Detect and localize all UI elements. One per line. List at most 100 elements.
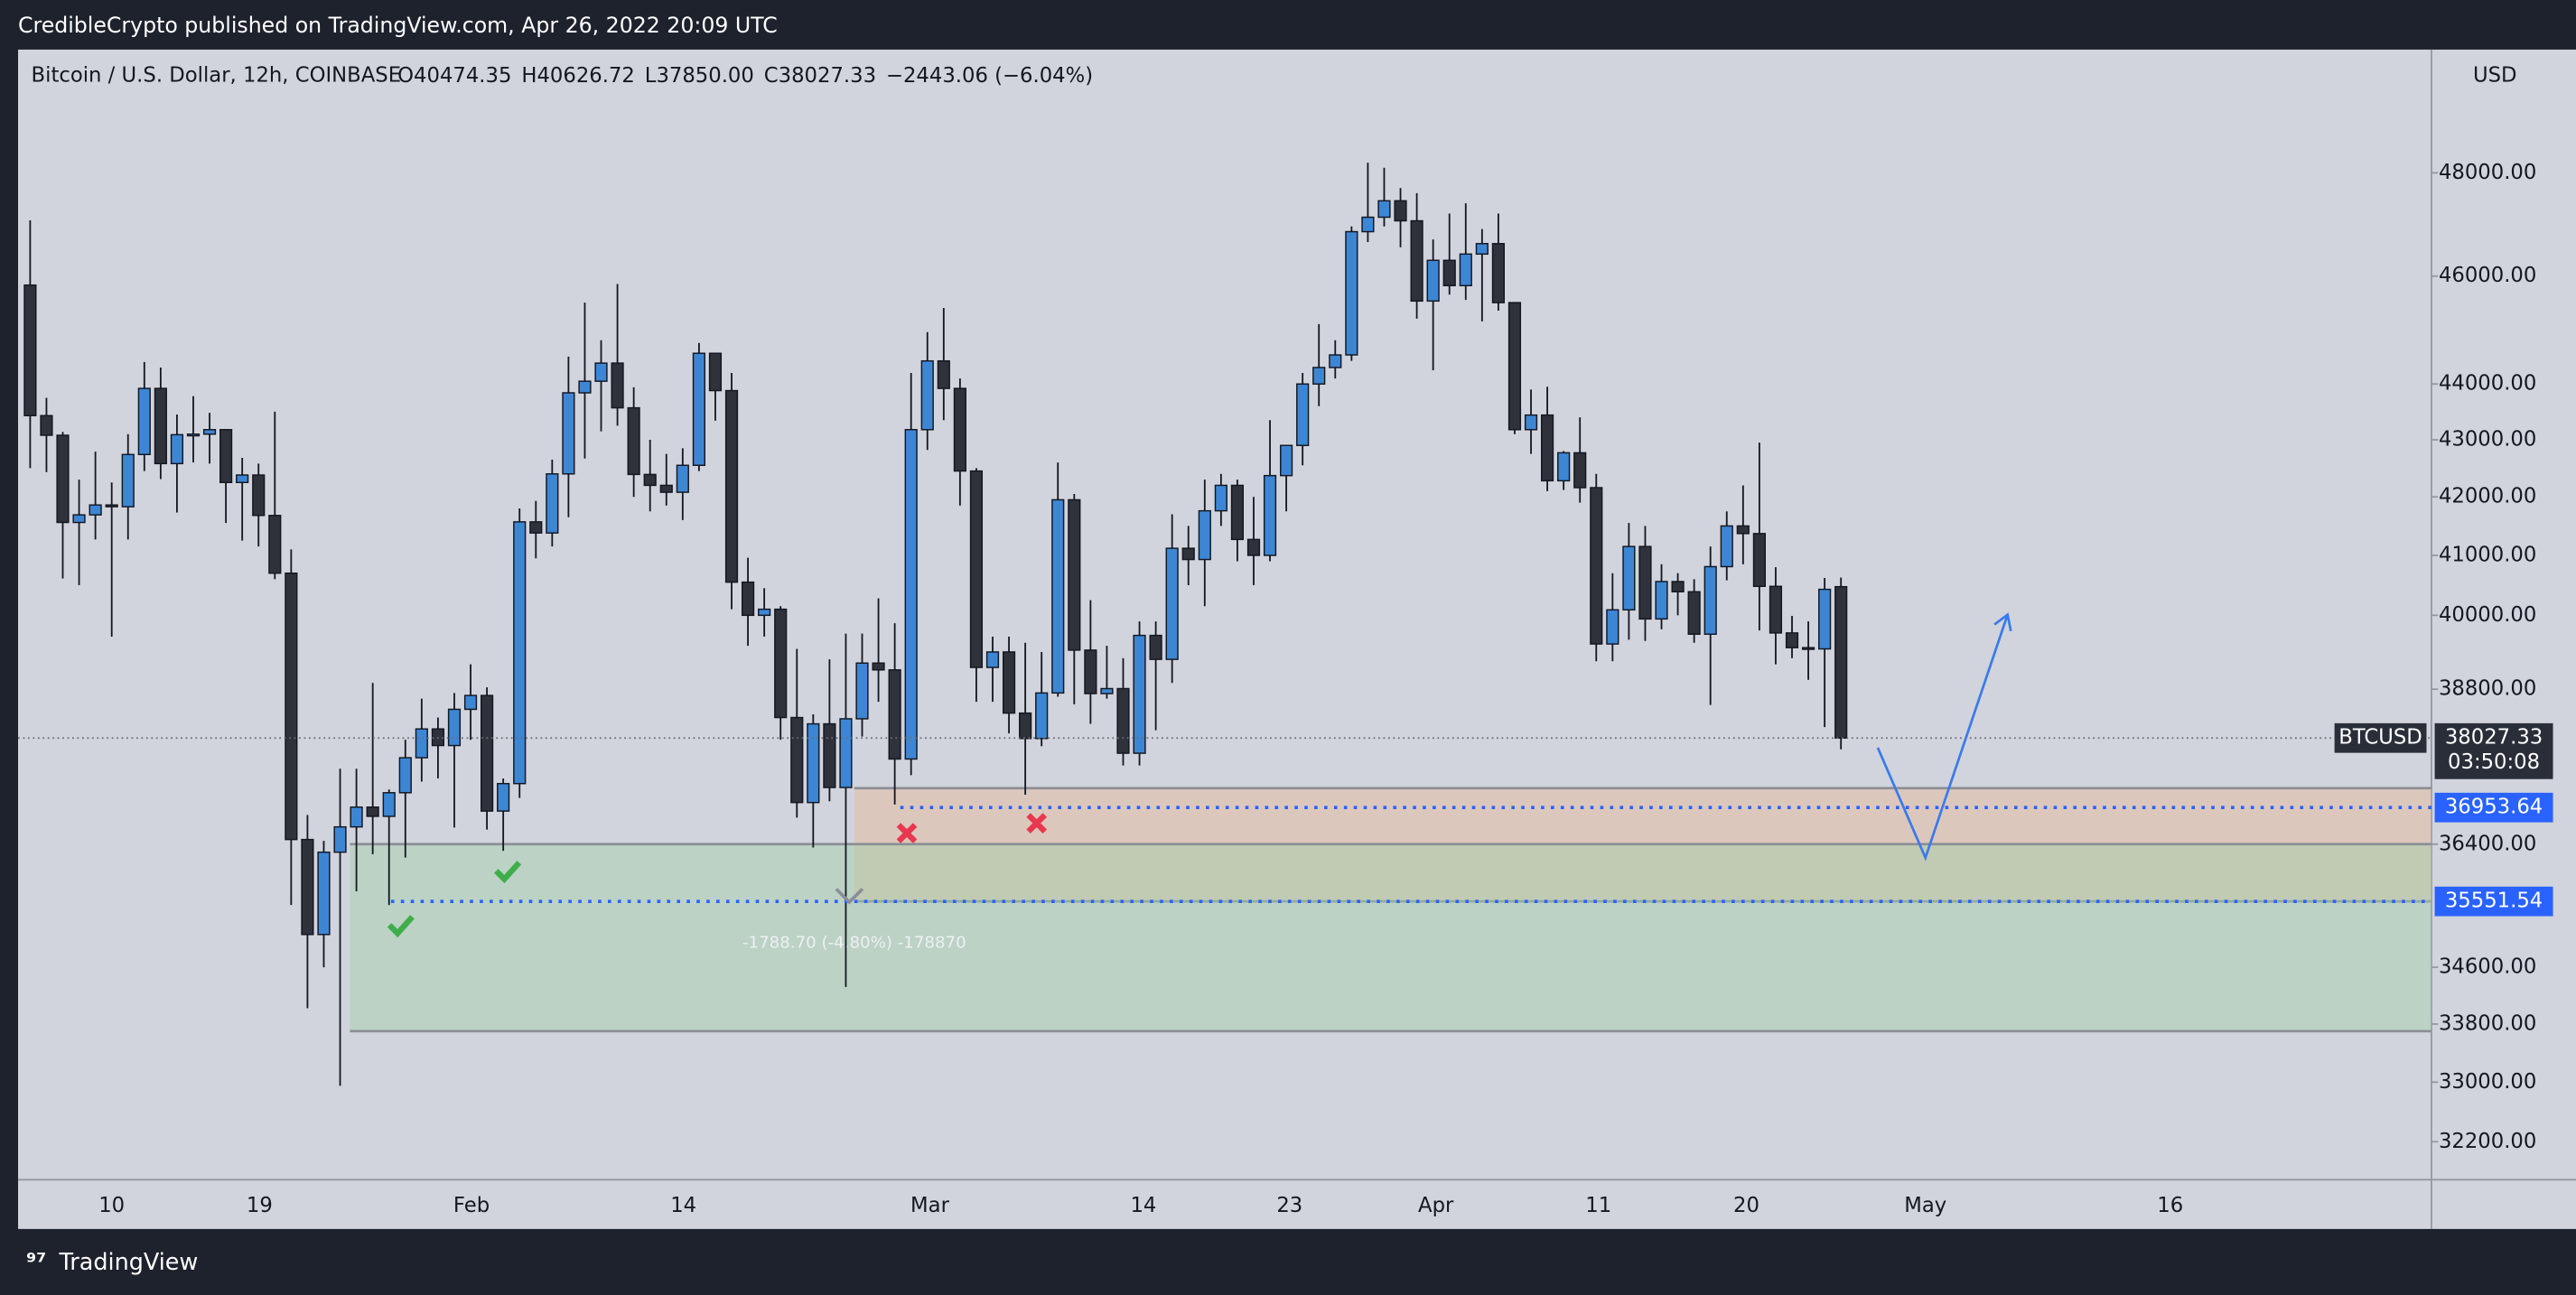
- candle-body: [1491, 243, 1506, 303]
- candle-body: [497, 782, 510, 812]
- candle-body: [382, 792, 396, 817]
- candle-body: [546, 473, 559, 534]
- candle-body: [202, 429, 217, 435]
- y-tick-label: 41000.00: [2439, 543, 2536, 566]
- candle-body: [676, 464, 689, 493]
- candle-body: [398, 757, 412, 794]
- candle-body: [1671, 581, 1685, 592]
- candle-body: [855, 662, 869, 720]
- legend-value: H40626.72: [521, 64, 635, 88]
- legend-value: C38027.33: [764, 64, 876, 88]
- candle-body: [366, 806, 379, 817]
- candle-body: [252, 474, 266, 517]
- candle-body: [1214, 484, 1227, 512]
- y-tick-label: 44000.00: [2439, 372, 2536, 396]
- candle-body: [953, 387, 966, 472]
- candle-body: [1655, 581, 1668, 620]
- x-tick-label: 14: [1130, 1194, 1156, 1217]
- measure-label: -1788.70 (-4.80%) -178870: [742, 933, 966, 952]
- projection-arrow: [1876, 612, 2012, 862]
- candle-body: [56, 434, 70, 524]
- candle-body: [1377, 200, 1391, 219]
- price-tag: 36953.64: [2445, 796, 2543, 819]
- candle-body: [708, 352, 723, 392]
- price-tag-bg: [2434, 792, 2553, 823]
- candle-body: [1736, 525, 1750, 535]
- last-price-tag-bg: [2434, 722, 2553, 779]
- candle-body: [872, 662, 885, 671]
- candle-body: [1720, 525, 1733, 568]
- candle-body: [350, 806, 363, 828]
- candle-body: [1475, 243, 1489, 256]
- candle-body: [1622, 545, 1636, 611]
- candle-body: [1329, 354, 1342, 368]
- candle-body: [481, 694, 494, 812]
- x-tick-label: 20: [1733, 1194, 1759, 1217]
- currency: USD: [2473, 64, 2517, 88]
- candle-body: [1084, 649, 1097, 694]
- footer-brand: TradingView: [58, 1249, 198, 1276]
- candle-body: [268, 515, 282, 574]
- candle-body: [1100, 687, 1114, 694]
- candle-body: [301, 838, 314, 936]
- candle-body: [1687, 591, 1701, 635]
- candle-body: [839, 718, 853, 788]
- candle-body: [790, 716, 804, 804]
- candle-body: [774, 608, 788, 719]
- candle-body: [285, 572, 298, 841]
- candle-body: [1051, 498, 1065, 694]
- candle-body: [23, 284, 37, 416]
- y-tick-label: 42000.00: [2439, 485, 2536, 508]
- candle-body: [1606, 609, 1619, 645]
- y-tick-label: 38800.00: [2439, 677, 2536, 701]
- publisher-line: CredibleCrypto published on TradingView.…: [18, 13, 778, 38]
- candle-body: [1426, 259, 1440, 303]
- candle-body: [807, 722, 820, 804]
- candle-body: [1557, 452, 1571, 482]
- candle-body: [643, 473, 657, 487]
- candle-body: [1019, 712, 1032, 740]
- symbol-tag-bg: [2334, 722, 2427, 753]
- check-mark: [494, 861, 522, 884]
- candle-body: [1540, 414, 1554, 482]
- cross-mark: [896, 823, 918, 843]
- y-tick-label: 33000.00: [2439, 1070, 2536, 1094]
- candle-body: [1263, 474, 1277, 556]
- y-tick-label: 32200.00: [2439, 1130, 2536, 1153]
- price-tag-bg: [2434, 886, 2553, 917]
- candle-body: [1752, 533, 1766, 588]
- x-tick-label: Mar: [910, 1194, 950, 1217]
- candle-body: [1801, 647, 1815, 650]
- candle-body: [137, 387, 151, 456]
- candle-body: [1769, 585, 1783, 634]
- candle-body: [236, 474, 249, 483]
- candle-body: [1068, 498, 1081, 651]
- candle-body: [659, 484, 673, 493]
- y-tick-label: 40000.00: [2439, 603, 2536, 627]
- candle-body: [920, 359, 934, 431]
- candle-body: [1410, 219, 1423, 303]
- candle-body: [1394, 200, 1407, 222]
- candle-body: [627, 406, 640, 476]
- candle-body: [1230, 484, 1245, 541]
- candle-body: [578, 380, 592, 394]
- candle-body: [1818, 588, 1832, 650]
- candle-body: [1116, 687, 1130, 754]
- candle-body: [692, 352, 705, 466]
- x-tick-label: 19: [247, 1194, 273, 1217]
- x-tick-label: 14: [670, 1194, 696, 1217]
- price-tag: 35551.54: [2445, 890, 2543, 913]
- candle-body: [985, 651, 1000, 668]
- candle-body: [1181, 547, 1195, 561]
- x-tick-label: May: [1904, 1194, 1946, 1217]
- candle-body: [1149, 634, 1162, 660]
- candle-body: [1785, 632, 1799, 648]
- candle-body: [724, 389, 739, 583]
- candle-body: [1002, 651, 1016, 714]
- legend: O40474.35 H40626.72 L37850.00 C38027.33 −244…: [397, 64, 1093, 88]
- y-tick-label: 36400.00: [2439, 832, 2536, 855]
- candle-body: [758, 608, 771, 617]
- candle-body: [447, 708, 462, 747]
